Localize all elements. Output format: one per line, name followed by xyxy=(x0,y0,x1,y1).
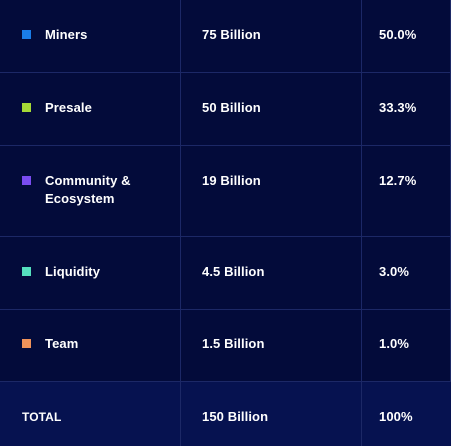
allocation-amount: 1.5 Billion xyxy=(202,336,265,351)
total-amount: 150 Billion xyxy=(202,409,269,424)
allocation-name-cell: Community & Ecosystem xyxy=(22,172,165,208)
table-row: Miners 75 Billion 50.0% xyxy=(0,0,451,73)
allocation-amount: 50 Billion xyxy=(202,100,261,115)
table-row: Community & Ecosystem 19 Billion 12.7% xyxy=(0,146,451,237)
table-row: Presale 50 Billion 33.3% xyxy=(0,73,451,146)
community-color-swatch xyxy=(22,176,31,185)
total-percent: 100% xyxy=(379,409,413,424)
allocation-percent: 1.0% xyxy=(379,336,410,351)
allocation-name-cell: Team xyxy=(22,335,165,353)
team-color-swatch xyxy=(22,339,31,348)
allocation-name-cell: Presale xyxy=(22,99,165,117)
table-row: Liquidity 4.5 Billion 3.0% xyxy=(0,237,451,310)
table-row: Team 1.5 Billion 1.0% xyxy=(0,310,451,382)
liquidity-color-swatch xyxy=(22,267,31,276)
allocation-name: Miners xyxy=(45,27,88,42)
allocation-percent: 50.0% xyxy=(379,27,417,42)
presale-color-swatch xyxy=(22,103,31,112)
allocation-name: Team xyxy=(45,336,79,351)
allocation-name-cell: Miners xyxy=(22,26,165,44)
miners-color-swatch xyxy=(22,30,31,39)
allocation-percent: 3.0% xyxy=(379,264,410,279)
allocation-amount: 4.5 Billion xyxy=(202,264,265,279)
allocation-amount: 75 Billion xyxy=(202,27,261,42)
allocation-name: Liquidity xyxy=(45,264,101,279)
allocation-percent: 12.7% xyxy=(379,173,417,188)
total-row: TOTAL 150 Billion 100% xyxy=(0,382,451,446)
allocation-percent: 33.3% xyxy=(379,100,417,115)
column-divider xyxy=(180,0,181,446)
allocation-name: Presale xyxy=(45,100,92,115)
allocation-name: Community & Ecosystem xyxy=(45,173,131,206)
total-label: TOTAL xyxy=(22,410,62,424)
allocation-name-cell: Liquidity xyxy=(22,263,165,281)
column-divider xyxy=(361,0,362,446)
allocation-amount: 19 Billion xyxy=(202,173,261,188)
